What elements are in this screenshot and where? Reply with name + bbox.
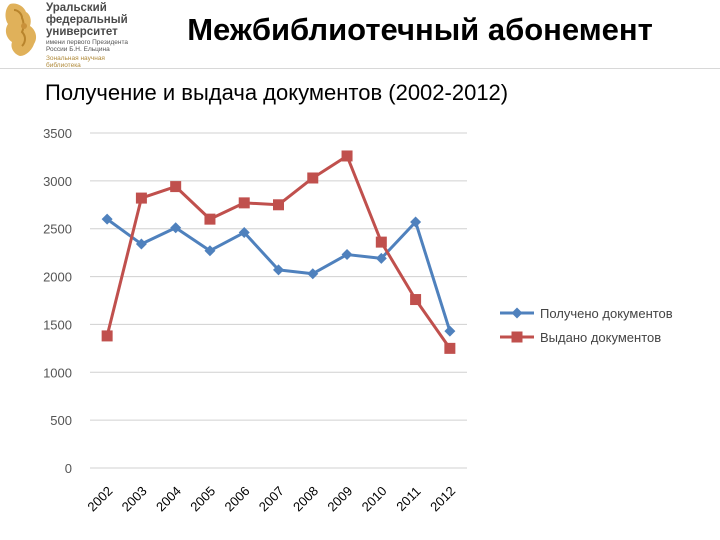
- series-1: [101, 213, 456, 337]
- legend-swatch-marker: [511, 331, 523, 343]
- x-tick-label: 2005: [187, 483, 218, 514]
- data-point: [273, 264, 284, 276]
- data-point: [170, 222, 182, 234]
- slide-title: Межбиблиотечный абонемент: [187, 12, 653, 47]
- y-axis-ticks: 0 500 1000 1500 2000 2500 3000 3500: [43, 126, 72, 476]
- legend-item-1: Получено документов: [500, 306, 673, 321]
- y-tick-label: 500: [50, 413, 72, 428]
- chart-series: [101, 150, 456, 354]
- logo-line-2: федеральный: [46, 14, 128, 26]
- y-tick-label: 3500: [43, 126, 72, 141]
- x-tick-label: 2004: [153, 483, 184, 514]
- x-tick-label: 2009: [324, 483, 355, 514]
- data-point: [444, 325, 456, 337]
- data-point: [410, 216, 422, 228]
- data-point: [204, 245, 216, 257]
- legend-label: Выдано документов: [540, 330, 661, 345]
- x-tick-label: 2006: [222, 483, 253, 514]
- y-tick-label: 3000: [43, 174, 72, 189]
- logo-emblem-icon: [5, 3, 37, 57]
- x-tick-label: 2003: [119, 483, 150, 514]
- title-divider: [0, 68, 720, 69]
- data-point: [410, 294, 422, 306]
- y-tick-label: 2000: [43, 270, 72, 285]
- x-tick-label: 2011: [393, 484, 423, 514]
- data-point: [135, 192, 147, 204]
- y-tick-label: 1500: [43, 317, 72, 332]
- x-tick-label: 2010: [359, 483, 390, 514]
- data-point: [135, 238, 147, 250]
- x-tick-label: 2002: [84, 483, 115, 514]
- data-point: [101, 213, 113, 225]
- chart-legend: Получено документов Выдано документов: [500, 306, 673, 345]
- logo-subtitle: имени первого Президента России Б.Н. Ель…: [46, 39, 129, 53]
- chart-gridlines: [90, 132, 467, 469]
- data-point: [444, 342, 456, 354]
- legend-item-2: Выдано документов: [500, 330, 661, 345]
- legend-swatch-marker: [511, 307, 523, 319]
- data-point: [375, 252, 387, 264]
- data-point: [341, 249, 353, 261]
- data-point: [238, 197, 250, 209]
- university-logo: Уральский федеральный университет имени …: [2, 2, 132, 69]
- data-point: [273, 199, 284, 211]
- data-point: [238, 227, 250, 239]
- x-tick-label: 2008: [290, 483, 321, 514]
- data-point: [101, 330, 113, 342]
- chart-title: Получение и выдача документов (2002-2012…: [45, 80, 509, 105]
- legend-label: Получено документов: [540, 306, 673, 321]
- data-point: [204, 213, 216, 225]
- x-tick-label: 2007: [256, 483, 287, 514]
- x-tick-label: 2012: [427, 483, 458, 514]
- logo-library-name: Зональная научная библиотека: [46, 55, 105, 69]
- data-point: [375, 236, 387, 248]
- data-point: [341, 150, 353, 162]
- y-tick-label: 2500: [43, 222, 72, 237]
- y-tick-label: 0: [65, 461, 72, 476]
- data-point: [170, 181, 182, 193]
- logo-university-name: Уральский федеральный университет: [46, 2, 136, 38]
- data-point: [307, 268, 319, 280]
- series-line: [105, 154, 452, 350]
- data-point: [307, 172, 319, 184]
- logo-line-1: Уральский: [46, 2, 107, 14]
- series-2: [101, 150, 456, 354]
- x-axis-ticks: 2002 2003 2004 2005 2006 2007 2008 2009 2010 2011…: [84, 483, 458, 514]
- logo-line-3: университет: [46, 26, 118, 38]
- y-tick-label: 1000: [43, 365, 72, 380]
